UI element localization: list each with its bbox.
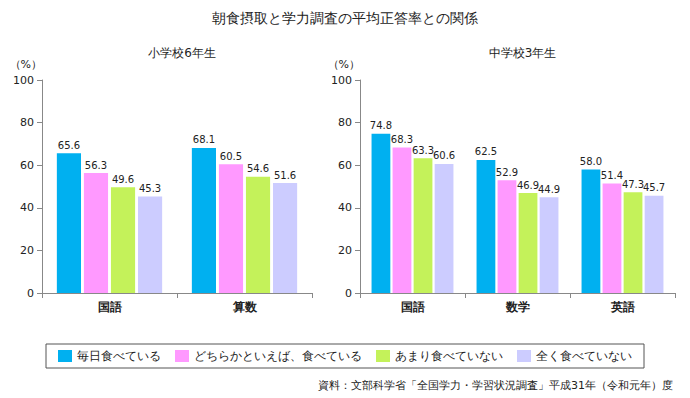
svg-text:60.6: 60.6: [433, 150, 455, 161]
svg-text:国語: 国語: [98, 300, 122, 314]
svg-text:中学校3年生: 中学校3年生: [489, 46, 557, 60]
svg-text:51.6: 51.6: [274, 170, 296, 181]
svg-text:（%）: （%）: [10, 58, 42, 71]
svg-text:52.9: 52.9: [496, 167, 518, 178]
svg-text:60: 60: [20, 159, 34, 172]
svg-text:62.5: 62.5: [475, 146, 497, 157]
svg-text:20: 20: [20, 244, 34, 257]
svg-text:46.9: 46.9: [517, 180, 539, 191]
svg-text:45.7: 45.7: [643, 182, 665, 193]
svg-text:54.6: 54.6: [247, 163, 269, 174]
svg-text:45.3: 45.3: [139, 183, 161, 194]
svg-text:56.3: 56.3: [85, 160, 107, 171]
svg-text:小学校6年生: 小学校6年生: [148, 46, 216, 60]
svg-text:0: 0: [345, 287, 352, 300]
svg-text:40: 40: [338, 201, 352, 214]
svg-text:80: 80: [338, 116, 352, 129]
svg-text:（%）: （%）: [328, 58, 360, 71]
svg-text:68.3: 68.3: [391, 134, 413, 145]
svg-text:全く食べていない: 全く食べていない: [536, 349, 632, 363]
svg-text:60: 60: [338, 159, 352, 172]
svg-text:44.9: 44.9: [538, 184, 560, 195]
svg-text:65.6: 65.6: [58, 140, 80, 151]
svg-text:0: 0: [27, 287, 34, 300]
svg-text:朝食摂取と学力調査の平均正答率との関係: 朝食摂取と学力調査の平均正答率との関係: [212, 10, 478, 26]
svg-text:資料：文部科学省「全国学力・学習状況調査」平成31年（令和元: 資料：文部科学省「全国学力・学習状況調査」平成31年（令和元年）度: [318, 379, 673, 392]
svg-text:100: 100: [13, 74, 34, 87]
svg-text:どちらかといえば、食べている: どちらかといえば、食べている: [194, 349, 362, 363]
svg-text:20: 20: [338, 244, 352, 257]
svg-text:51.4: 51.4: [601, 170, 623, 181]
svg-text:80: 80: [20, 116, 34, 129]
svg-text:100: 100: [331, 74, 352, 87]
svg-text:数学: 数学: [505, 300, 530, 314]
svg-text:あまり食べていない: あまり食べていない: [395, 349, 503, 363]
svg-text:63.3: 63.3: [412, 145, 434, 156]
svg-text:40: 40: [20, 201, 34, 214]
svg-text:毎日食べている: 毎日食べている: [77, 349, 161, 363]
svg-text:60.5: 60.5: [220, 151, 242, 162]
svg-text:74.8: 74.8: [370, 120, 392, 131]
svg-text:英語: 英語: [610, 300, 635, 314]
svg-text:58.0: 58.0: [580, 156, 602, 167]
svg-text:49.6: 49.6: [112, 174, 134, 185]
svg-text:47.3: 47.3: [622, 179, 644, 190]
svg-text:算数: 算数: [232, 300, 258, 314]
svg-text:68.1: 68.1: [193, 134, 215, 145]
svg-text:国語: 国語: [401, 300, 425, 314]
